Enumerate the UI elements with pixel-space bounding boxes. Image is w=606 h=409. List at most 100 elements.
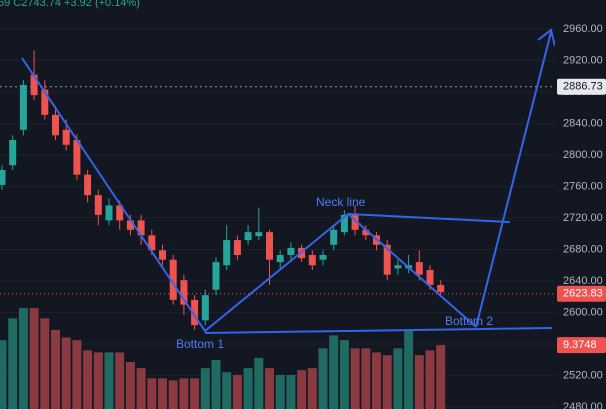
candle-body: [266, 232, 273, 260]
candle-body: [212, 262, 220, 290]
volume-bar: [40, 318, 50, 409]
candle-body: [30, 74, 38, 96]
volume-bar: [318, 348, 328, 409]
candle-body: [340, 214, 348, 233]
volume-bar: [425, 350, 435, 409]
y-tick-label: 2680.00: [563, 243, 603, 255]
annotations: Neck line Bottom 1 Bottom 2: [21, 28, 556, 351]
candle-body: [244, 232, 252, 241]
candle-body: [255, 232, 263, 237]
volume-bar: [8, 318, 18, 409]
y-tick-label: 2840.00: [563, 117, 603, 129]
candle-body: [126, 220, 134, 230]
volume-bar: [125, 361, 135, 409]
volume-bar: [29, 308, 39, 409]
volume-bar: [275, 374, 285, 409]
last-price-box: [557, 285, 606, 302]
volume-bar: [83, 350, 93, 409]
candle-body: [19, 84, 27, 130]
candle-body: [148, 235, 156, 251]
volume-bar: [158, 378, 167, 409]
candle-body: [62, 129, 70, 145]
y-tick-label: 2600.00: [563, 306, 603, 318]
crosshair-price-label: 2886.73: [563, 81, 603, 93]
candle-body: [84, 174, 92, 196]
volume-bar: [200, 368, 210, 409]
volume-bar: [307, 368, 317, 409]
volume-bar: [232, 374, 242, 409]
candle-body: [159, 250, 166, 260]
volume-bar: [436, 345, 446, 409]
y-tick-label: 2960.00: [563, 23, 603, 35]
volume-bar: [0, 340, 7, 409]
volume-bar: [93, 352, 103, 409]
candle-body: [180, 280, 188, 305]
y-tick-label: 2640.00: [563, 275, 603, 287]
volume-bar: [179, 378, 189, 409]
neck-line: [347, 213, 511, 223]
last-volume-label: 9.3748: [563, 339, 597, 351]
candle-body: [0, 169, 6, 185]
volume-bar: [61, 337, 71, 409]
candle-body: [362, 229, 370, 236]
volume-bar: [51, 329, 60, 409]
candle-body: [52, 114, 59, 136]
bottom1-label: Bottom 1: [176, 337, 224, 351]
candle-body: [137, 220, 145, 236]
y-tick-label: 2520.00: [563, 369, 603, 381]
candle-body: [287, 247, 295, 256]
volume-bar: [329, 335, 339, 409]
candle-body: [383, 244, 391, 275]
candle-body: [169, 259, 177, 300]
candle-body: [308, 255, 316, 266]
y-tick-label: 2720.00: [563, 212, 603, 224]
candle-body: [73, 140, 81, 175]
volume-bar: [361, 348, 371, 409]
arrow-head: [537, 28, 556, 47]
volume-bar: [404, 329, 414, 409]
candle-body: [276, 255, 284, 263]
volume-bar: [350, 348, 360, 409]
candle-body: [41, 89, 49, 115]
volume-bar: [72, 340, 82, 409]
neck-label: Neck line: [316, 195, 366, 209]
candle-body: [426, 269, 434, 285]
volume-bar: [222, 372, 232, 409]
volume-bar: [414, 355, 424, 409]
volume-bar: [190, 378, 200, 409]
volume-bar: [286, 374, 296, 409]
y-tick-label: 2800.00: [563, 149, 603, 161]
volume-bar: [265, 368, 274, 409]
volume-bar: [372, 352, 381, 409]
bottom-line: [204, 327, 553, 334]
last-price-label: 2623.83: [563, 288, 603, 300]
volume-bar: [382, 355, 392, 409]
volume-bar: [136, 368, 146, 409]
volume-bar: [18, 308, 28, 409]
bottom2-label: Bottom 2: [445, 314, 493, 328]
volume-bar: [115, 352, 125, 409]
projection-line: [475, 31, 552, 328]
volume-bar: [297, 370, 307, 409]
volume-bar: [211, 359, 221, 409]
crosshair-price-box: [557, 78, 606, 95]
candle-body: [351, 214, 359, 230]
candle-body: [9, 140, 17, 166]
candle-body: [94, 195, 102, 215]
volume-bar: [393, 348, 403, 409]
candle-body: [330, 229, 338, 245]
candle-body: [191, 299, 199, 326]
candle-body: [201, 295, 209, 321]
candle-body: [415, 262, 423, 275]
y-tick-label: 2920.00: [563, 54, 603, 66]
candle-body: [394, 265, 402, 269]
candle-body: [319, 255, 327, 260]
candle-body: [223, 240, 231, 266]
volume-bar: [168, 380, 178, 409]
volume-bar: [243, 368, 253, 409]
y-tick-label: 2480.00: [563, 401, 603, 409]
volume-bar: [147, 378, 157, 409]
header-quote: 69 C2743.74 +3.92 (+0.14%): [0, 0, 140, 9]
candle-body: [105, 205, 113, 221]
